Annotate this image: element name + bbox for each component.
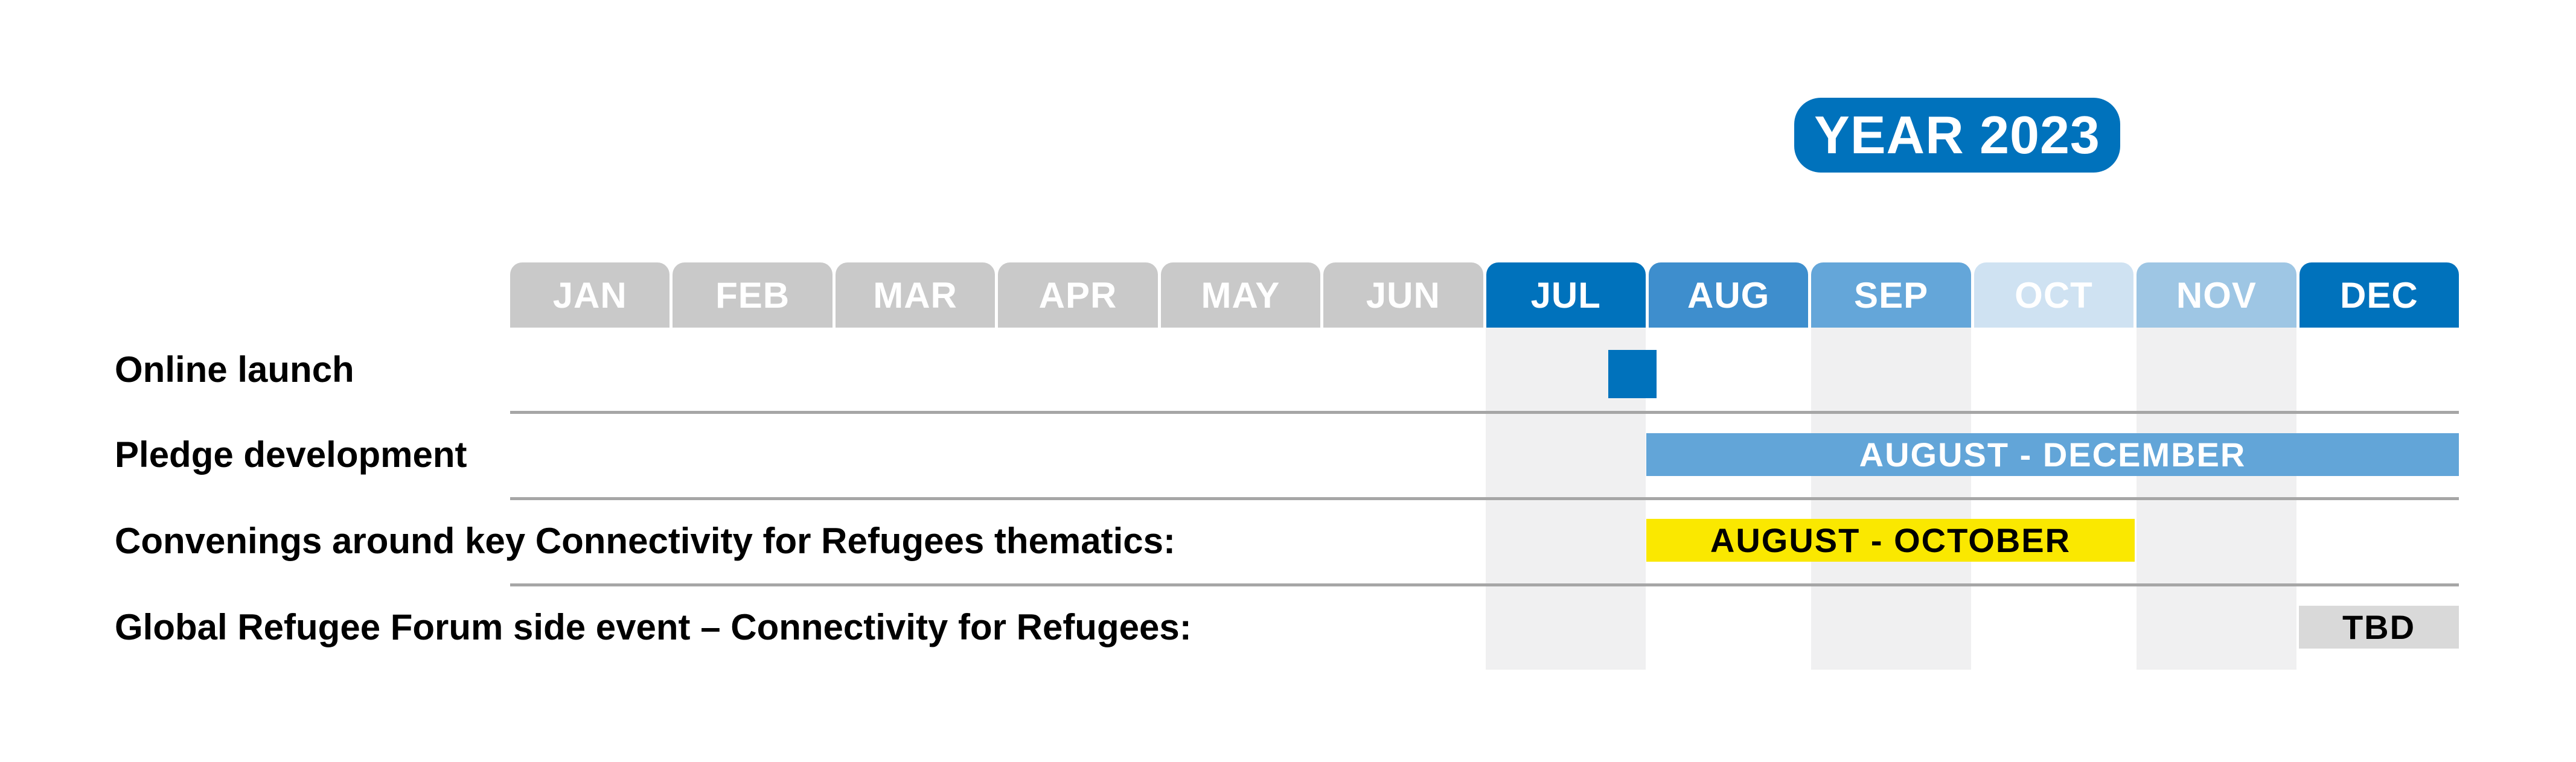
month-tab-apr: APR bbox=[998, 262, 1158, 328]
month-tab-may: MAY bbox=[1160, 262, 1321, 328]
month-tab-sep: SEP bbox=[1811, 262, 1971, 328]
row-separator bbox=[510, 497, 2459, 500]
row-separator bbox=[510, 411, 2459, 414]
row-label-pledge-development: Pledge development bbox=[115, 434, 467, 475]
online-launch-marker bbox=[1608, 350, 1657, 398]
month-tab-oct: OCT bbox=[1974, 262, 2134, 328]
month-tab-dec: DEC bbox=[2299, 262, 2459, 328]
month-tab-aug: AUG bbox=[1648, 262, 1809, 328]
tbd-bar: TBD bbox=[2299, 606, 2459, 649]
month-tab-jan: JAN bbox=[510, 262, 670, 328]
row-separator bbox=[510, 583, 2459, 586]
month-tab-feb: FEB bbox=[673, 262, 833, 328]
year-badge: YEAR 2023 bbox=[1794, 98, 2120, 173]
month-header-row: JAN FEB MAR APR MAY JUN JUL AUG SEP OCT … bbox=[510, 262, 2459, 328]
month-tab-jun: JUN bbox=[1323, 262, 1483, 328]
convenings-bar: AUGUST - OCTOBER bbox=[1646, 519, 2135, 562]
row-label-convenings: Convenings around key Connectivity for R… bbox=[115, 521, 1176, 561]
month-tab-nov: NOV bbox=[2137, 262, 2296, 328]
month-tab-jul: JUL bbox=[1486, 262, 1646, 328]
month-tab-mar: MAR bbox=[835, 262, 996, 328]
row-label-online-launch: Online launch bbox=[115, 349, 354, 390]
pledge-development-bar: AUGUST - DECEMBER bbox=[1646, 433, 2459, 476]
row-label-grf-side-event: Global Refugee Forum side event – Connec… bbox=[115, 607, 1192, 647]
